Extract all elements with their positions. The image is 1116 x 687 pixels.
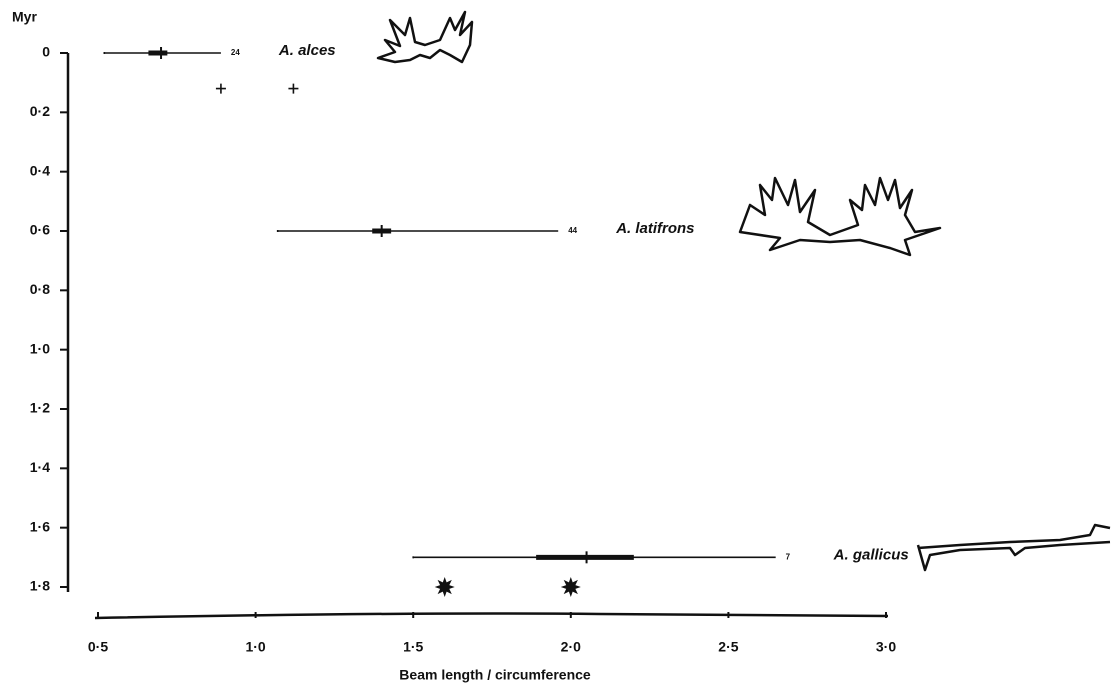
x-tick-label: 2·0 (561, 639, 581, 655)
y-tick-label: 0 (42, 44, 50, 60)
y-tick-label: 0·8 (30, 281, 50, 297)
star (435, 577, 455, 597)
y-tick-label: 1·8 (30, 578, 50, 594)
star (561, 577, 581, 597)
cross (288, 84, 298, 94)
antler-alces (378, 12, 472, 62)
x-axis-label: Beam length / circumference (399, 667, 591, 683)
x-tick-label: 1·0 (245, 639, 265, 655)
y-axis-label: Myr (12, 9, 37, 25)
y-tick-label: 1·0 (30, 340, 50, 356)
antler-gallicus (918, 525, 1110, 570)
y-tick-label: 1·6 (30, 518, 50, 534)
y-tick-label: 1·4 (30, 459, 50, 475)
x-tick-label: 0·5 (88, 639, 108, 655)
x-tick-label: 2·5 (718, 639, 738, 655)
series-name: A. alces (278, 42, 336, 59)
series-name: A. latifrons (615, 220, 694, 237)
x-tick-label: 3·0 (876, 639, 896, 655)
n-label: 7 (786, 552, 791, 561)
y-tick-label: 0·4 (30, 162, 50, 178)
antler-latifrons (740, 178, 940, 255)
y-tick-label: 1·2 (30, 400, 50, 416)
x-axis (95, 614, 888, 619)
x-tick-label: 1·5 (403, 639, 423, 655)
series-name: A. gallicus (833, 546, 909, 563)
y-tick-label: 0·6 (30, 222, 50, 238)
n-label: 44 (568, 226, 577, 235)
n-label: 24 (231, 48, 240, 57)
cross (216, 84, 226, 94)
y-tick-label: 0·2 (30, 103, 50, 119)
chart: Myr Beam length / circumference 0 0·2 0·4 0… (0, 0, 1116, 687)
